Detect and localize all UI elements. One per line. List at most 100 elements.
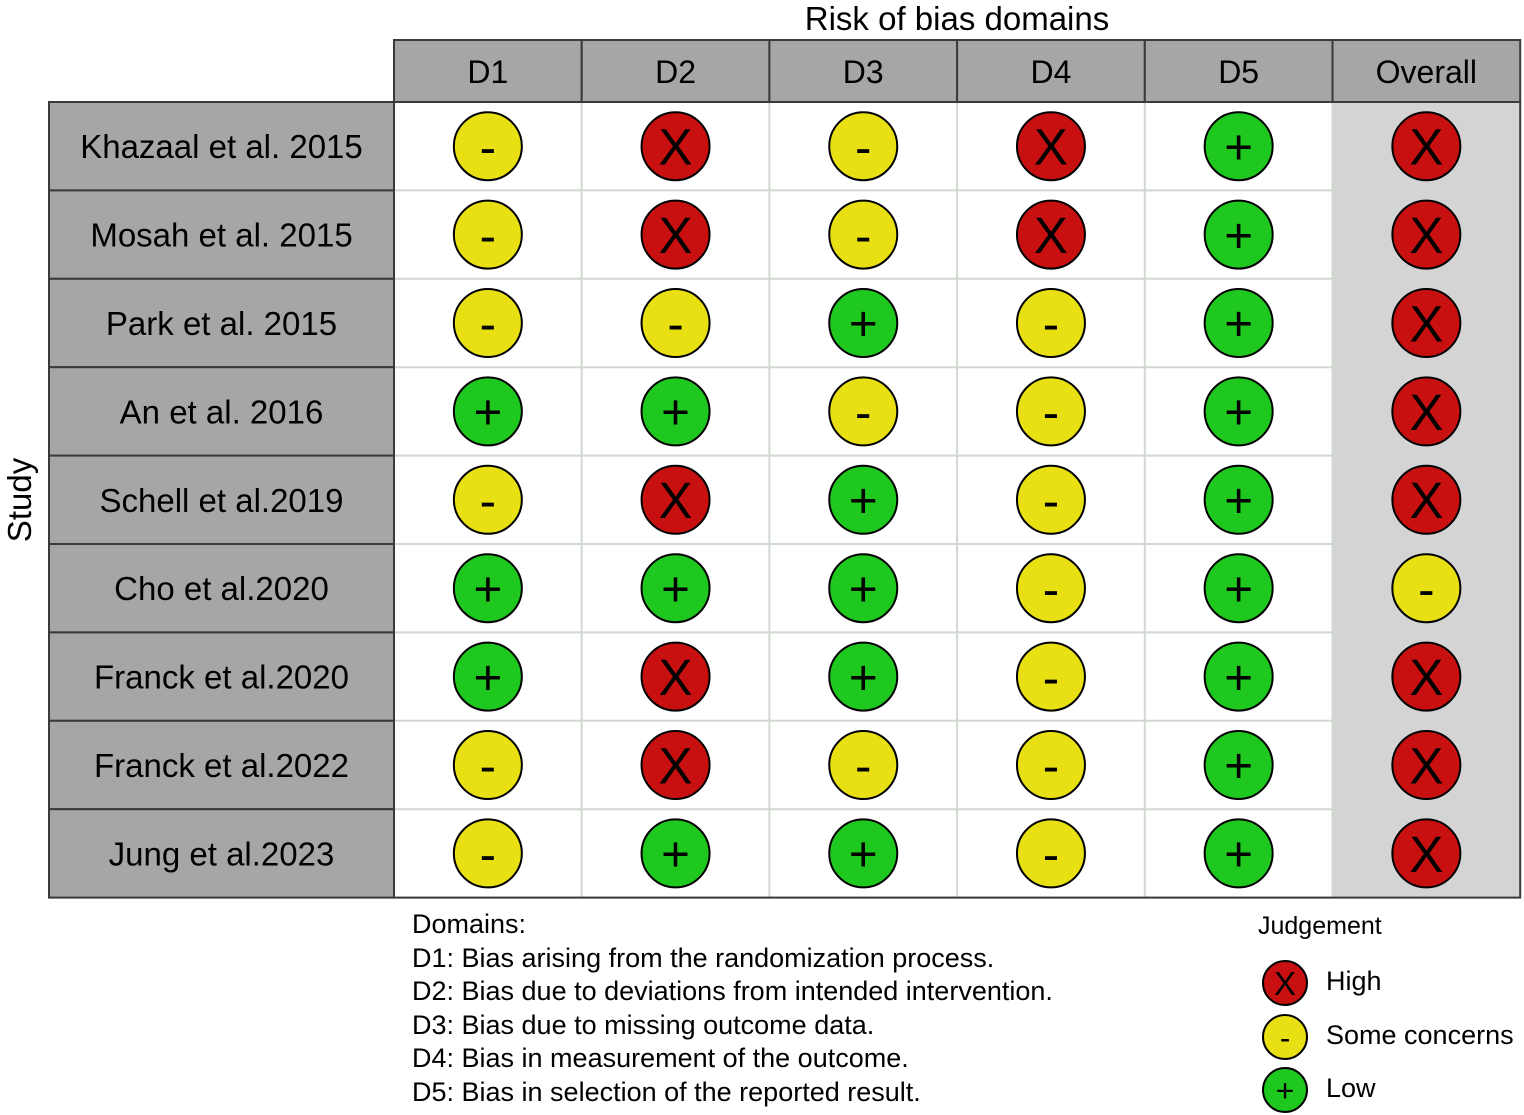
judgement-high-icon: X [1391,464,1462,535]
judgement-low-icon: + [828,818,899,889]
judgement-symbol: + [661,562,690,617]
judgement-symbol: X [1034,119,1068,176]
judgement-high-icon: X [640,464,711,535]
judgement-high-icon: X [1015,111,1086,182]
judgement-circle [828,288,899,358]
judgement-symbol: - [1418,562,1434,617]
judgement-some-icon: - [1015,288,1086,358]
study-label-cell [48,277,395,369]
judgement-circle [1015,288,1086,358]
judgement-symbol: + [1224,739,1253,794]
judgement-circle [452,553,523,624]
judgement-circle [828,641,899,712]
judgement-some-icon: - [640,288,711,358]
study-label-cell [48,808,395,899]
judgement-some-icon: - [828,730,899,800]
judgement-symbol: - [1043,650,1059,705]
judgement-symbol: X [659,737,693,794]
judgement-symbol: X [659,207,693,264]
judgement-circle [1203,464,1274,535]
legend-low-icon: + [1262,1067,1308,1113]
judgement-circle [452,376,523,447]
judgement-symbol: - [855,739,871,794]
judgement-circle [640,464,711,535]
judgement-circle [640,111,711,182]
judgement-symbol: + [1224,562,1253,617]
judgement-symbol: + [849,297,878,352]
judgement-symbol: X [659,119,693,176]
judgement-circle [1203,730,1274,800]
judgement-some-icon: - [828,376,899,447]
judgement-circle [1015,730,1086,800]
judgement-circle [1203,553,1274,624]
judgement-symbol: + [849,827,878,882]
judgement-circle [640,199,711,270]
judgement-low-icon: + [1203,376,1274,447]
study-label: Schell et al.2019 [99,482,343,519]
judgement-circle [452,288,523,358]
study-label-cell [48,719,395,811]
judgement-some-icon: - [452,818,523,889]
judgement-symbol: - [480,120,496,175]
judgement-symbol: - [1043,297,1059,352]
judgement-low-icon: + [1203,641,1274,712]
judgement-low-icon: + [1203,288,1274,358]
judgement-circle [828,376,899,447]
judgement-legend-title: Judgement [1258,912,1382,940]
study-label: Mosah et al. 2015 [90,217,352,254]
study-label-cell [48,631,395,722]
domain-description-d4: D4: Bias in measurement of the outcome. [412,1043,909,1073]
judgement-symbol: - [1043,385,1059,440]
judgement-circle [828,818,899,889]
judgement-low-icon: + [1203,730,1274,800]
judgement-circle [452,818,523,889]
study-label-cell [48,189,395,280]
judgement-symbol: + [1224,297,1253,352]
legend-high-icon: X [1262,960,1308,1006]
judgement-circle [452,111,523,182]
judgement-symbol: - [855,385,871,440]
judgement-some-icon: - [1015,376,1086,447]
judgement-some-icon: - [1015,818,1086,889]
judgement-symbol: X [1034,207,1068,264]
legend-some-icon: - [1262,1014,1308,1060]
judgement-symbol: - [855,120,871,175]
judgement-symbol: + [1276,1072,1295,1108]
judgement-circle [1391,111,1462,182]
judgement-high-icon: X [640,199,711,270]
judgement-symbol: + [473,385,502,440]
judgement-circle [640,641,711,712]
judgement-some-icon: - [452,199,523,270]
judgement-circle [828,464,899,535]
judgement-circle [1391,464,1462,535]
judgement-symbol: - [1043,739,1059,794]
judgement-circle [828,199,899,270]
domain-description-d2: D2: Bias due to deviations from intended… [412,976,1053,1006]
judgement-circle [1391,553,1462,624]
study-label: Cho et al.2020 [114,570,329,607]
judgement-some-icon: - [1015,464,1086,535]
judgement-low-icon: + [1203,464,1274,535]
domains-legend-title: Domains: [412,909,527,939]
judgement-circle [1203,376,1274,447]
column-header-cell [956,39,1146,103]
judgement-circle [452,464,523,535]
judgement-symbol: + [849,650,878,705]
judgement-high-icon: X [1391,111,1462,182]
judgement-low-icon: + [452,376,523,447]
judgement-circle [1203,111,1274,182]
judgement-symbol: - [480,739,496,794]
column-header-label: D1 [467,54,508,90]
column-header-label: D4 [1030,54,1071,90]
judgement-symbol: X [1409,737,1443,794]
judgement-symbol: X [1409,207,1443,264]
judgement-circle [1203,199,1274,270]
judgement-low-icon: + [828,641,899,712]
judgement-circle [1391,288,1462,358]
judgement-symbol: + [473,562,502,617]
domain-description-d5: D5: Bias in selection of the reported re… [412,1076,921,1107]
judgement-circle [1015,641,1086,712]
judgement-low-icon: + [640,553,711,624]
judgement-low-icon: + [640,376,711,447]
